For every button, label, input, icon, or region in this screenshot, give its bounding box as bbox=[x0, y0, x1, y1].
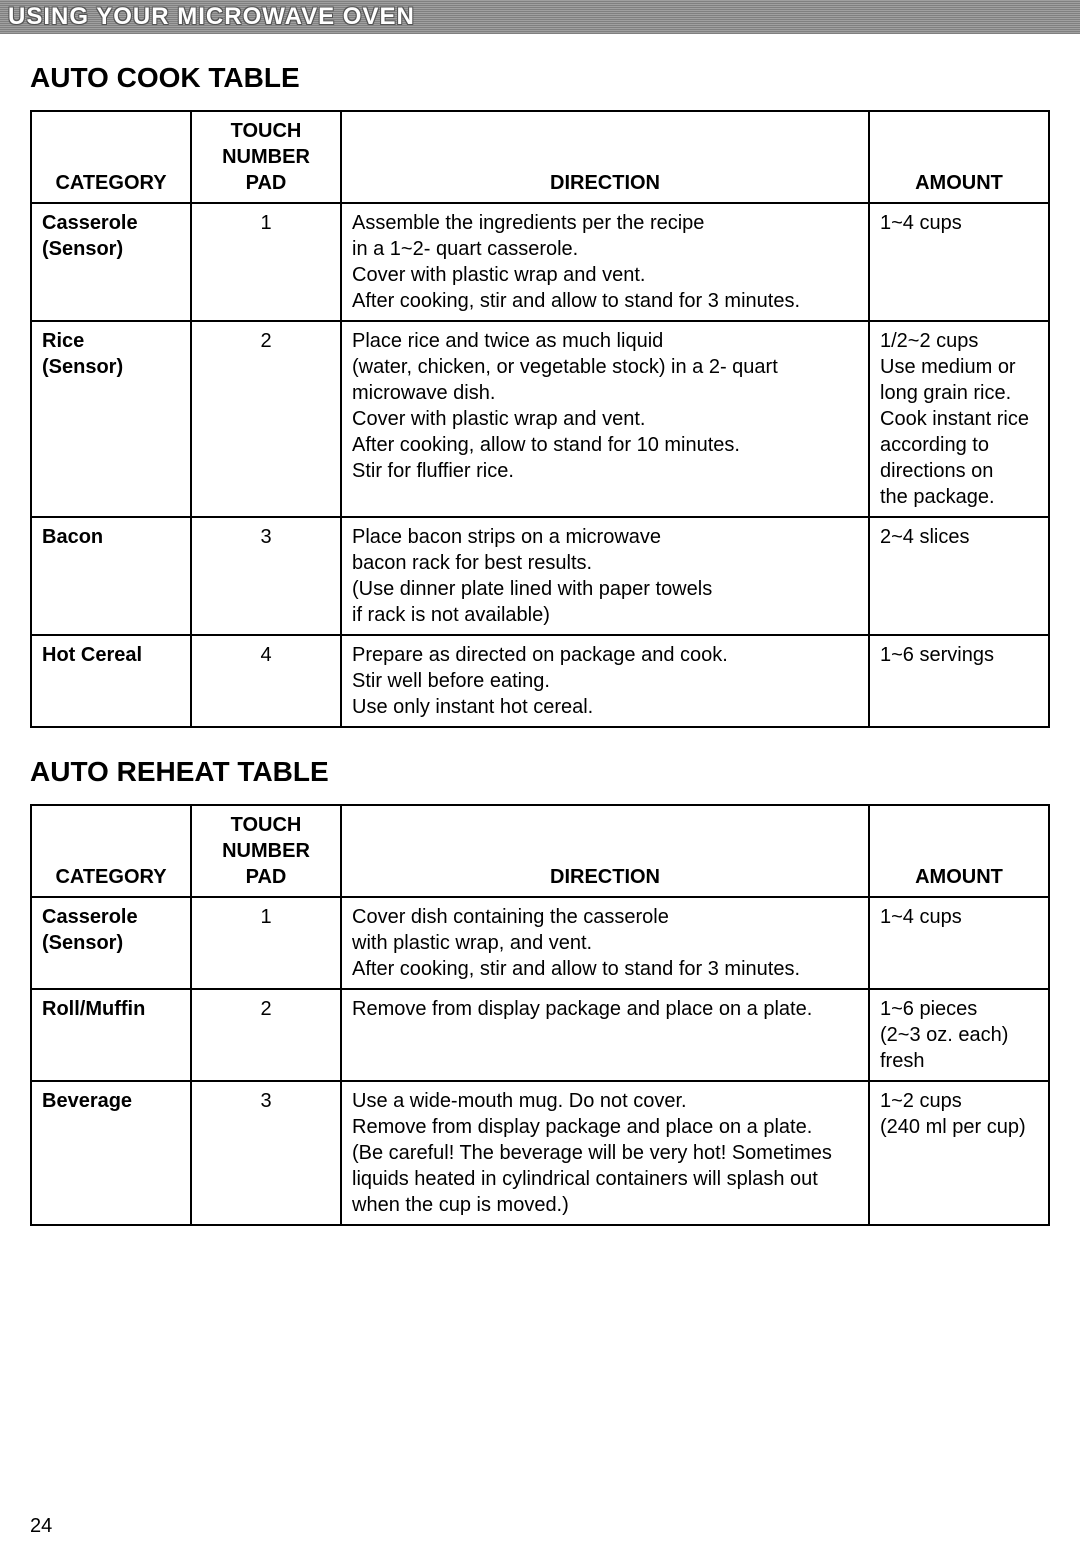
cell-amount: 2~4 slices bbox=[869, 517, 1049, 635]
cell-touchpad: 2 bbox=[191, 321, 341, 517]
cell-direction: Cover dish containing the casserole with… bbox=[341, 897, 869, 989]
header-title: USING YOUR MICROWAVE OVEN bbox=[8, 3, 415, 31]
table-row: Casserole (Sensor) 1 Assemble the ingred… bbox=[31, 203, 1049, 321]
cell-category: Rice (Sensor) bbox=[31, 321, 191, 517]
cell-touchpad: 3 bbox=[191, 1081, 341, 1225]
cell-touchpad: 2 bbox=[191, 989, 341, 1081]
cell-amount: 1~4 cups bbox=[869, 897, 1049, 989]
cell-direction: Prepare as directed on package and cook.… bbox=[341, 635, 869, 727]
col-header-direction: DIRECTION bbox=[341, 111, 869, 203]
table-row: Roll/Muffin 2 Remove from display packag… bbox=[31, 989, 1049, 1081]
cell-touchpad: 1 bbox=[191, 203, 341, 321]
cell-category: Casserole (Sensor) bbox=[31, 203, 191, 321]
cell-category: Roll/Muffin bbox=[31, 989, 191, 1081]
col-header-touchpad: TOUCH NUMBER PAD bbox=[191, 111, 341, 203]
col-header-direction: DIRECTION bbox=[341, 805, 869, 897]
section-title-autocook: AUTO COOK TABLE bbox=[30, 62, 1050, 94]
cell-direction: Remove from display package and place on… bbox=[341, 989, 869, 1081]
col-header-category: CATEGORY bbox=[31, 805, 191, 897]
cell-direction: Use a wide-mouth mug. Do not cover. Remo… bbox=[341, 1081, 869, 1225]
cell-amount: 1~6 servings bbox=[869, 635, 1049, 727]
col-header-category: CATEGORY bbox=[31, 111, 191, 203]
table-header-row: CATEGORY TOUCH NUMBER PAD DIRECTION AMOU… bbox=[31, 805, 1049, 897]
cell-direction: Place rice and twice as much liquid (wat… bbox=[341, 321, 869, 517]
col-header-touchpad: TOUCH NUMBER PAD bbox=[191, 805, 341, 897]
table-row: Rice (Sensor) 2 Place rice and twice as … bbox=[31, 321, 1049, 517]
cell-touchpad: 3 bbox=[191, 517, 341, 635]
table-row: Casserole (Sensor) 1 Cover dish containi… bbox=[31, 897, 1049, 989]
cell-amount: 1~2 cups (240 ml per cup) bbox=[869, 1081, 1049, 1225]
table-row: Bacon 3 Place bacon strips on a microwav… bbox=[31, 517, 1049, 635]
col-header-amount: AMOUNT bbox=[869, 111, 1049, 203]
page-content: AUTO COOK TABLE CATEGORY TOUCH NUMBER PA… bbox=[0, 62, 1080, 1226]
cell-category: Bacon bbox=[31, 517, 191, 635]
cell-direction: Place bacon strips on a microwave bacon … bbox=[341, 517, 869, 635]
cell-touchpad: 1 bbox=[191, 897, 341, 989]
cell-direction: Assemble the ingredients per the recipe … bbox=[341, 203, 869, 321]
autoreheat-table: CATEGORY TOUCH NUMBER PAD DIRECTION AMOU… bbox=[30, 804, 1050, 1226]
cell-amount: 1/2~2 cups Use medium or long grain rice… bbox=[869, 321, 1049, 517]
col-header-amount: AMOUNT bbox=[869, 805, 1049, 897]
cell-touchpad: 4 bbox=[191, 635, 341, 727]
section-title-autoreheat: AUTO REHEAT TABLE bbox=[30, 756, 1050, 788]
cell-category: Beverage bbox=[31, 1081, 191, 1225]
table-header-row: CATEGORY TOUCH NUMBER PAD DIRECTION AMOU… bbox=[31, 111, 1049, 203]
table-row: Hot Cereal 4 Prepare as directed on pack… bbox=[31, 635, 1049, 727]
autocook-table: CATEGORY TOUCH NUMBER PAD DIRECTION AMOU… bbox=[30, 110, 1050, 728]
cell-category: Casserole (Sensor) bbox=[31, 897, 191, 989]
page-number: 24 bbox=[30, 1515, 52, 1538]
cell-amount: 1~4 cups bbox=[869, 203, 1049, 321]
table-row: Beverage 3 Use a wide-mouth mug. Do not … bbox=[31, 1081, 1049, 1225]
cell-category: Hot Cereal bbox=[31, 635, 191, 727]
header-bar: USING YOUR MICROWAVE OVEN bbox=[0, 0, 1080, 34]
cell-amount: 1~6 pieces (2~3 oz. each) fresh bbox=[869, 989, 1049, 1081]
